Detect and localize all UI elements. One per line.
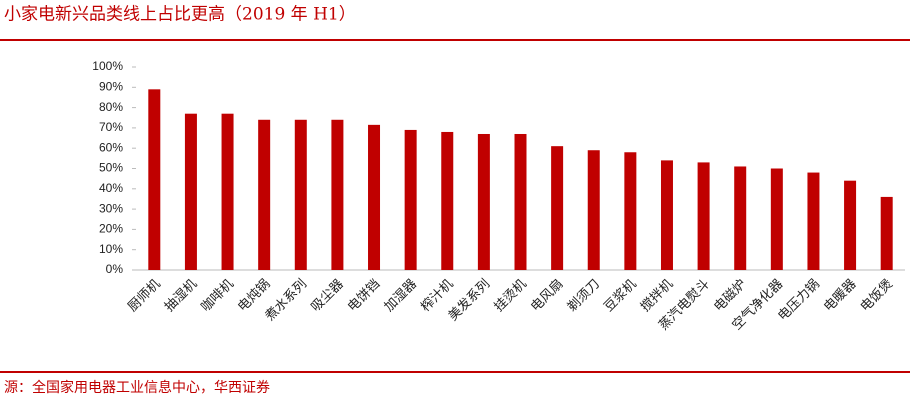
bar	[587, 150, 600, 270]
bar	[477, 133, 490, 270]
x-tick-label: 咖啡机	[199, 277, 237, 315]
y-tick-label: 100%	[92, 59, 123, 73]
bar	[551, 146, 564, 270]
bar	[441, 131, 454, 270]
bar	[514, 133, 527, 270]
x-tick-label: 豆浆机	[601, 277, 639, 315]
bar	[404, 129, 417, 270]
y-tick-label: 90%	[99, 79, 123, 93]
bar	[880, 196, 893, 270]
bar	[660, 160, 673, 270]
y-tick-label: 0%	[106, 262, 124, 276]
bar	[148, 89, 161, 270]
x-tick-label: 厨师机	[125, 277, 163, 315]
x-tick-label: 电风扇	[528, 276, 567, 315]
y-tick-label: 40%	[99, 181, 123, 195]
y-tick-label: 50%	[99, 161, 123, 175]
bar	[844, 180, 857, 270]
bar	[770, 168, 783, 270]
x-tick-label: 电饭煲	[857, 276, 896, 315]
y-tick-label: 20%	[99, 222, 123, 236]
source: 源：全国家用电器工业信息中心，华西证券	[4, 379, 270, 396]
x-tick-label: 电暖器	[821, 277, 859, 315]
y-tick-label: 70%	[99, 120, 123, 134]
x-tick-label: 吸尘器	[309, 277, 347, 315]
x-tick-label: 抽湿机	[162, 277, 200, 315]
y-tick-label: 10%	[99, 242, 123, 256]
bar	[258, 119, 271, 270]
y-tick-label: 30%	[99, 201, 123, 215]
bar	[331, 119, 344, 270]
bar	[294, 119, 307, 270]
x-tick-label: 剃须刀	[565, 277, 603, 315]
x-tick-label: 电饼铛	[345, 277, 383, 315]
chart-title: 小家电新兴品类线上占比更高（2019 年 H1）	[4, 5, 356, 25]
bar	[184, 113, 197, 270]
bar	[368, 124, 381, 270]
y-tick-label: 60%	[99, 140, 123, 154]
x-tick-label: 挂烫机	[492, 277, 530, 315]
bar	[221, 113, 234, 270]
x-tick-label: 加湿器	[382, 277, 420, 315]
y-tick-label: 80%	[99, 100, 123, 114]
bar	[624, 152, 637, 270]
bar	[734, 166, 747, 270]
bar	[697, 162, 710, 270]
bar	[807, 172, 820, 270]
